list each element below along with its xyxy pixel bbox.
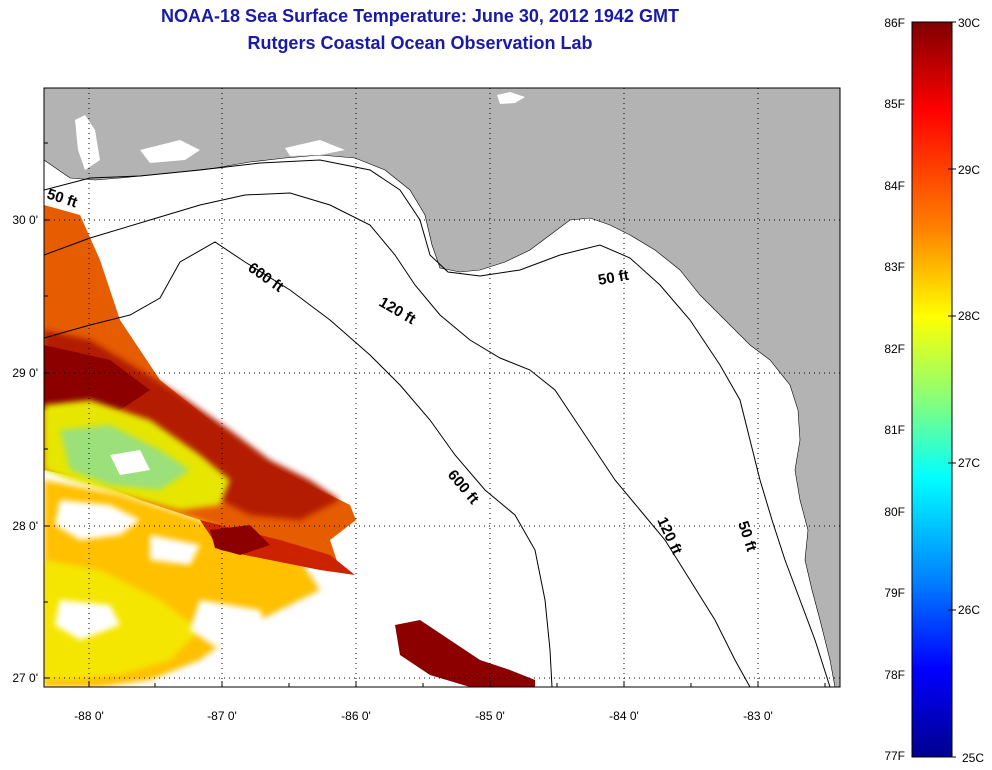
lat-label: 30 0' — [12, 213, 38, 227]
bay — [140, 140, 200, 163]
colorbar-f-label: 78F — [884, 668, 905, 682]
lon-label: -86 0' — [341, 709, 371, 723]
colorbar-ticks — [948, 21, 956, 758]
bay — [75, 115, 100, 170]
colorbar-c-label: 27C — [958, 456, 980, 470]
colorbar-celsius-labels: 30C 29C 28C 27C 26C 25C — [958, 16, 984, 765]
colorbar-c-label: 28C — [958, 309, 980, 323]
colorbar-fahrenheit-labels: 86F 85F 84F 83F 82F 81F 80F 79F 78F 77F — [884, 16, 905, 763]
contour-label-50ft-east: 50 ft — [597, 267, 630, 289]
colorbar-f-label: 85F — [884, 97, 905, 111]
lon-label: -85 0' — [475, 709, 505, 723]
lon-label: -87 0' — [207, 709, 237, 723]
lat-label: 27 0' — [12, 671, 38, 685]
colorbar-f-label: 83F — [884, 260, 905, 274]
colorbar-f-label: 79F — [884, 586, 905, 600]
lon-label: -84 0' — [609, 709, 639, 723]
map-subtitle: Rutgers Coastal Ocean Observation Lab — [247, 33, 593, 53]
colorbar-f-label: 80F — [884, 505, 905, 519]
colorbar-f-label: 84F — [884, 179, 905, 193]
lon-label: -88 0' — [74, 709, 104, 723]
longitude-labels: -88 0' -87 0' -86 0' -85 0' -84 0' -83 0… — [74, 709, 773, 723]
colorbar-c-label: 30C — [958, 16, 980, 30]
sst-field — [44, 205, 535, 687]
land-mass — [44, 88, 840, 687]
lat-label: 28 0' — [12, 519, 38, 533]
colorbar: 86F 85F 84F 83F 82F 81F 80F 79F 78F 77F … — [884, 16, 984, 765]
colorbar-f-label: 81F — [884, 423, 905, 437]
lon-label: -83 0' — [743, 709, 773, 723]
colorbar-c-label: 25C — [962, 751, 984, 765]
bay — [285, 140, 345, 156]
colorbar-c-label: 29C — [958, 163, 980, 177]
latitude-labels: 30 0' 29 0' 28 0' 27 0' — [12, 213, 38, 685]
colorbar-c-label: 26C — [958, 603, 980, 617]
colorbar-f-label: 82F — [884, 342, 905, 356]
depth-contours — [44, 159, 831, 687]
map-frame — [43, 87, 841, 688]
tick-marks — [44, 142, 826, 687]
colorbar-f-label: 77F — [884, 749, 905, 763]
map-title: NOAA-18 Sea Surface Temperature: June 30… — [161, 6, 679, 26]
colorbar-f-label: 86F — [884, 16, 905, 30]
lake — [497, 92, 525, 104]
lat-label: 29 0' — [12, 366, 38, 380]
colorbar-gradient — [911, 21, 953, 758]
